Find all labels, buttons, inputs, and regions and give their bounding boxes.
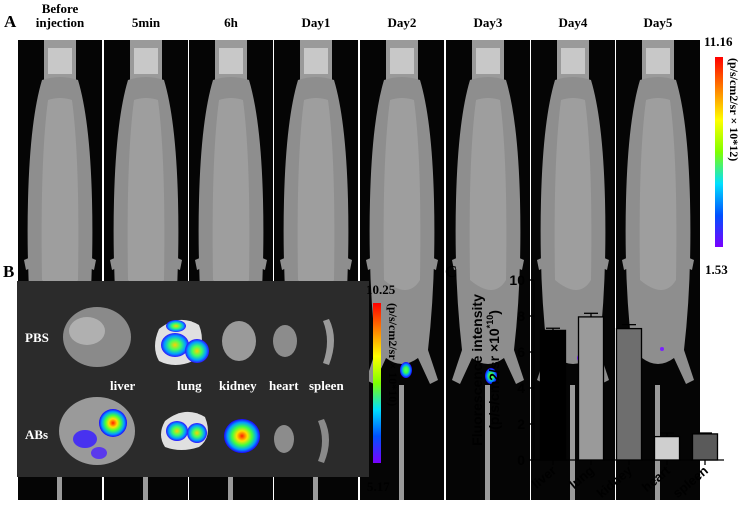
timepoint-label-5: Day3 bbox=[473, 15, 503, 30]
y-tick-label-0: 0 bbox=[517, 452, 525, 468]
timepoint-label-1: 5min bbox=[131, 15, 161, 30]
timepoint-label-2: 6h bbox=[224, 15, 238, 30]
mouse-image-5 bbox=[446, 40, 530, 500]
y-tick-label-5: 10 bbox=[509, 272, 525, 288]
bar-liver bbox=[539, 329, 567, 461]
abs-kidney bbox=[224, 419, 260, 453]
bar-kidney bbox=[615, 327, 643, 461]
panel-b-colorbar-unit: (p/s/cm2/sr × 10*10) bbox=[386, 303, 400, 407]
organ-label-spleen: spleen bbox=[309, 378, 344, 393]
organ-label-heart: heart bbox=[269, 378, 299, 393]
y-tick-label-1: 2 bbox=[517, 416, 525, 432]
pbs-heart bbox=[273, 325, 297, 357]
x-tick-label-lung: lung bbox=[566, 463, 597, 492]
panel-b-colorbar-max: 10.25 bbox=[366, 282, 396, 297]
abs-heart bbox=[274, 425, 294, 453]
timepoint-label-3: Day1 bbox=[301, 15, 331, 30]
mouse-image-4 bbox=[360, 40, 444, 500]
y-axis-label-line2: (p/s/cm2/sr ×10*10) bbox=[485, 310, 502, 430]
panel-b-colorbar bbox=[373, 303, 381, 463]
bar-lung bbox=[577, 316, 605, 461]
y-tick-label-3: 6 bbox=[517, 344, 525, 360]
panel-c-letter: C bbox=[445, 262, 458, 281]
x-tick-label-liver: liver bbox=[529, 463, 559, 492]
timepoint-label-0: Before injection bbox=[35, 1, 85, 30]
panel-a-colorbar-min: 1.53 bbox=[705, 262, 728, 277]
organ-label-liver: liver bbox=[110, 378, 136, 393]
organ-image-svg bbox=[59, 307, 334, 465]
panel-a-colorbar-max: 11.16 bbox=[704, 34, 733, 49]
abs-spleen bbox=[318, 419, 329, 463]
organ-image: PBS ABs liver lung kidney heart spleen bbox=[17, 281, 369, 477]
panel-a-colorbar-unit: (p/s/cm2/sr × 10*12) bbox=[727, 58, 741, 162]
panel-b-letter: B bbox=[3, 262, 15, 281]
row-label-pbs: PBS bbox=[25, 330, 49, 345]
pbs-kidney bbox=[222, 321, 256, 361]
organ-label-kidney: kidney bbox=[219, 378, 257, 393]
timepoint-label-7: Day5 bbox=[643, 15, 673, 30]
bar-spleen bbox=[691, 433, 719, 461]
row-label-abs: ABs bbox=[25, 427, 49, 442]
panel-a-colorbar bbox=[715, 57, 723, 247]
bar-heart bbox=[653, 435, 681, 461]
x-tick-label-heart: heart bbox=[639, 462, 674, 494]
x-tick-label-spleen: spleen bbox=[670, 463, 711, 501]
panel-a-letter: A bbox=[4, 12, 17, 31]
x-tick-label-kidney: kidney bbox=[594, 462, 636, 500]
timepoint-label-4: Day2 bbox=[387, 15, 417, 30]
y-tick-label-2: 4 bbox=[517, 380, 525, 396]
panel-b-colorbar-min: 5.17 bbox=[367, 479, 390, 494]
pbs-spleen bbox=[323, 319, 334, 365]
timepoint-label-6: Day4 bbox=[558, 15, 588, 30]
y-tick-label-4: 8 bbox=[517, 308, 525, 324]
y-axis-label-line1: Fluorescence intensity bbox=[469, 294, 485, 446]
organ-label-lung: lung bbox=[177, 378, 202, 393]
